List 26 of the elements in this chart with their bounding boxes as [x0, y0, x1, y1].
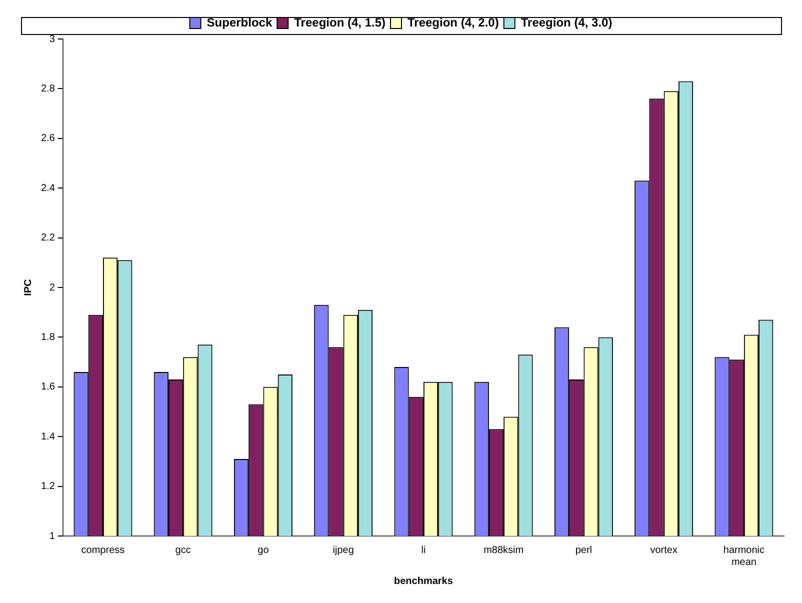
- legend-label: Superblock: [206, 15, 272, 30]
- x-axis-title: benchmarks: [394, 576, 454, 587]
- x-tick-label: harmonic mean: [723, 544, 765, 568]
- y-tick-label: 2.8: [40, 83, 56, 94]
- x-tick-label: perl: [575, 544, 592, 556]
- y-tick-label: 1.6: [40, 382, 56, 393]
- y-tick-label: 2: [49, 282, 56, 294]
- y-tick-label: 2.6: [40, 133, 56, 144]
- y-tick-label: 3: [49, 34, 56, 45]
- x-tick-label: m88ksim: [484, 544, 524, 556]
- y-tick-label: 1.2: [40, 481, 56, 492]
- y-tick-label: 1: [49, 530, 56, 542]
- x-tick-label: vortex: [650, 544, 678, 556]
- legend-label: Treegion (4, 2.0): [407, 15, 499, 30]
- legend-label: Treegion (4, 3.0): [520, 15, 612, 30]
- legend-label: Treegion (4, 1.5): [294, 15, 386, 30]
- y-tick-label: 1.4: [40, 431, 56, 442]
- y-tick-label: 2.2: [40, 232, 56, 244]
- x-tick-label: li: [421, 544, 426, 556]
- y-tick-label: 2.4: [40, 182, 56, 194]
- y-axis-title: IPC: [22, 279, 34, 296]
- x-tick-label: gcc: [175, 544, 191, 556]
- x-tick-label: compress: [81, 544, 125, 556]
- x-tick-label: ijpeg: [332, 544, 354, 556]
- x-tick-label: go: [258, 544, 270, 556]
- y-tick-label: 1.8: [40, 332, 56, 343]
